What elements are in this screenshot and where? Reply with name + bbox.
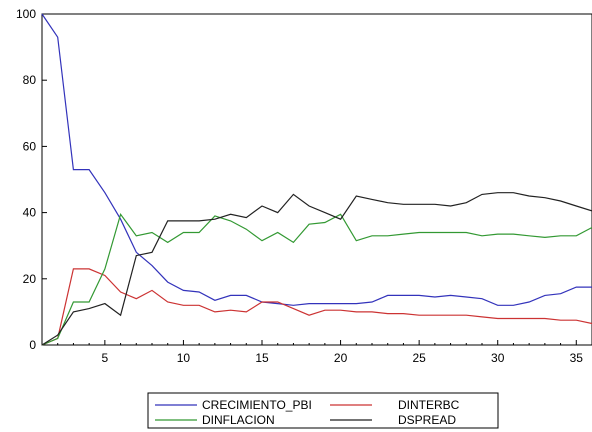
series-line-dinterbc bbox=[41, 268, 592, 346]
x-tick-label: 10 bbox=[177, 351, 191, 365]
x-tick-label: 30 bbox=[491, 351, 505, 365]
legend-label: DINTERBC bbox=[398, 398, 460, 412]
x-tick-label: 20 bbox=[334, 351, 348, 365]
y-tick-label: 0 bbox=[29, 338, 36, 352]
legend-label: DINFLACION bbox=[202, 413, 275, 427]
series-line-dspread bbox=[41, 192, 592, 346]
y-tick-label: 80 bbox=[23, 73, 37, 87]
x-tick-label: 15 bbox=[255, 351, 269, 365]
legend-label: CRECIMIENTO_PBI bbox=[202, 398, 312, 412]
plot-frame bbox=[41, 13, 592, 346]
x-tick-label: 5 bbox=[102, 351, 109, 365]
series-line-dinflacion bbox=[41, 212, 592, 346]
x-axis: 5 10 15 20 25 30 35 bbox=[41, 340, 592, 365]
x-tick-label: 25 bbox=[412, 351, 426, 365]
y-tick-label: 20 bbox=[23, 272, 37, 286]
legend-frame bbox=[147, 392, 499, 429]
y-tick-label: 60 bbox=[23, 139, 37, 153]
series-line-crecimiento-pbi bbox=[41, 13, 592, 306]
legend: CRECIMIENTO_PBI DINTERBC DINFLACION DSPREAD bbox=[147, 392, 499, 429]
y-tick-label: 40 bbox=[23, 206, 37, 220]
legend-label: DSPREAD bbox=[398, 413, 456, 427]
series-lines bbox=[41, 13, 592, 346]
x-tick-label: 35 bbox=[570, 351, 584, 365]
y-axis: 0 20 40 60 80 100 bbox=[16, 7, 47, 352]
y-tick-label: 100 bbox=[16, 7, 36, 21]
